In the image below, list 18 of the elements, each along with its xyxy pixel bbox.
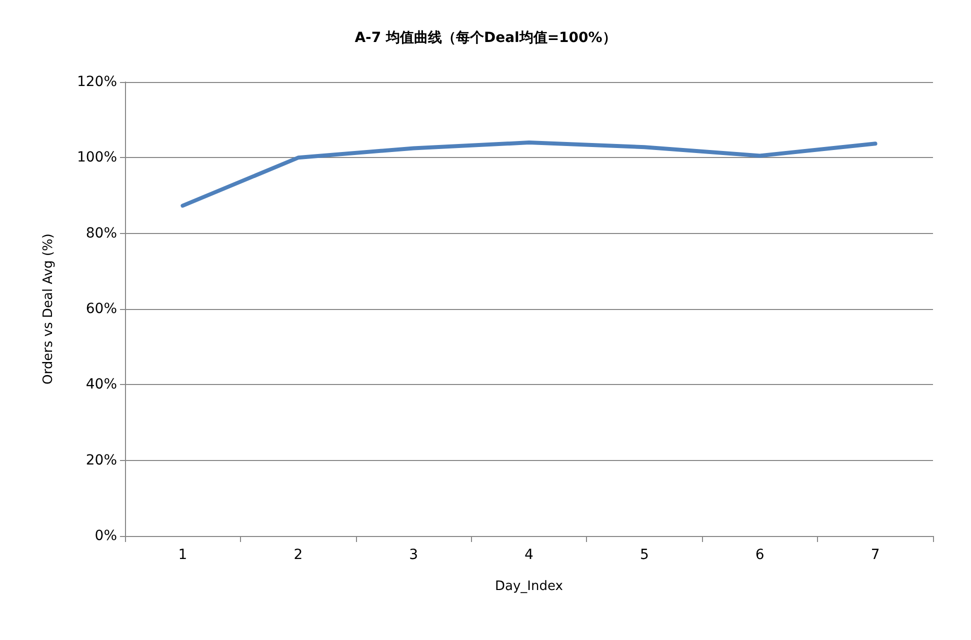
y-tick-label: 60% (86, 301, 117, 317)
y-tick-label: 20% (86, 452, 117, 468)
x-tick-label: 1 (178, 547, 188, 563)
y-tick-label: 40% (86, 376, 117, 393)
y-tick-label: 120% (76, 74, 117, 90)
y-tick-label: 0% (94, 528, 117, 544)
x-axis-title: Day_Index (495, 579, 564, 594)
line-series (180, 140, 878, 208)
x-tick-label: 5 (640, 547, 649, 563)
y-tick-label: 100% (76, 150, 117, 166)
y-axis-title: Orders vs Deal Avg (%) (41, 234, 56, 384)
x-tick-label: 3 (409, 547, 418, 563)
x-tick-label: 6 (755, 547, 764, 563)
chart-title: A-7 均值曲线（每个Deal均值=100%） (354, 30, 616, 46)
x-tick-label: 4 (524, 547, 534, 563)
x-tick-label: 7 (870, 547, 880, 563)
y-tick-label: 80% (86, 225, 117, 242)
x-tick-label: 2 (294, 547, 303, 563)
